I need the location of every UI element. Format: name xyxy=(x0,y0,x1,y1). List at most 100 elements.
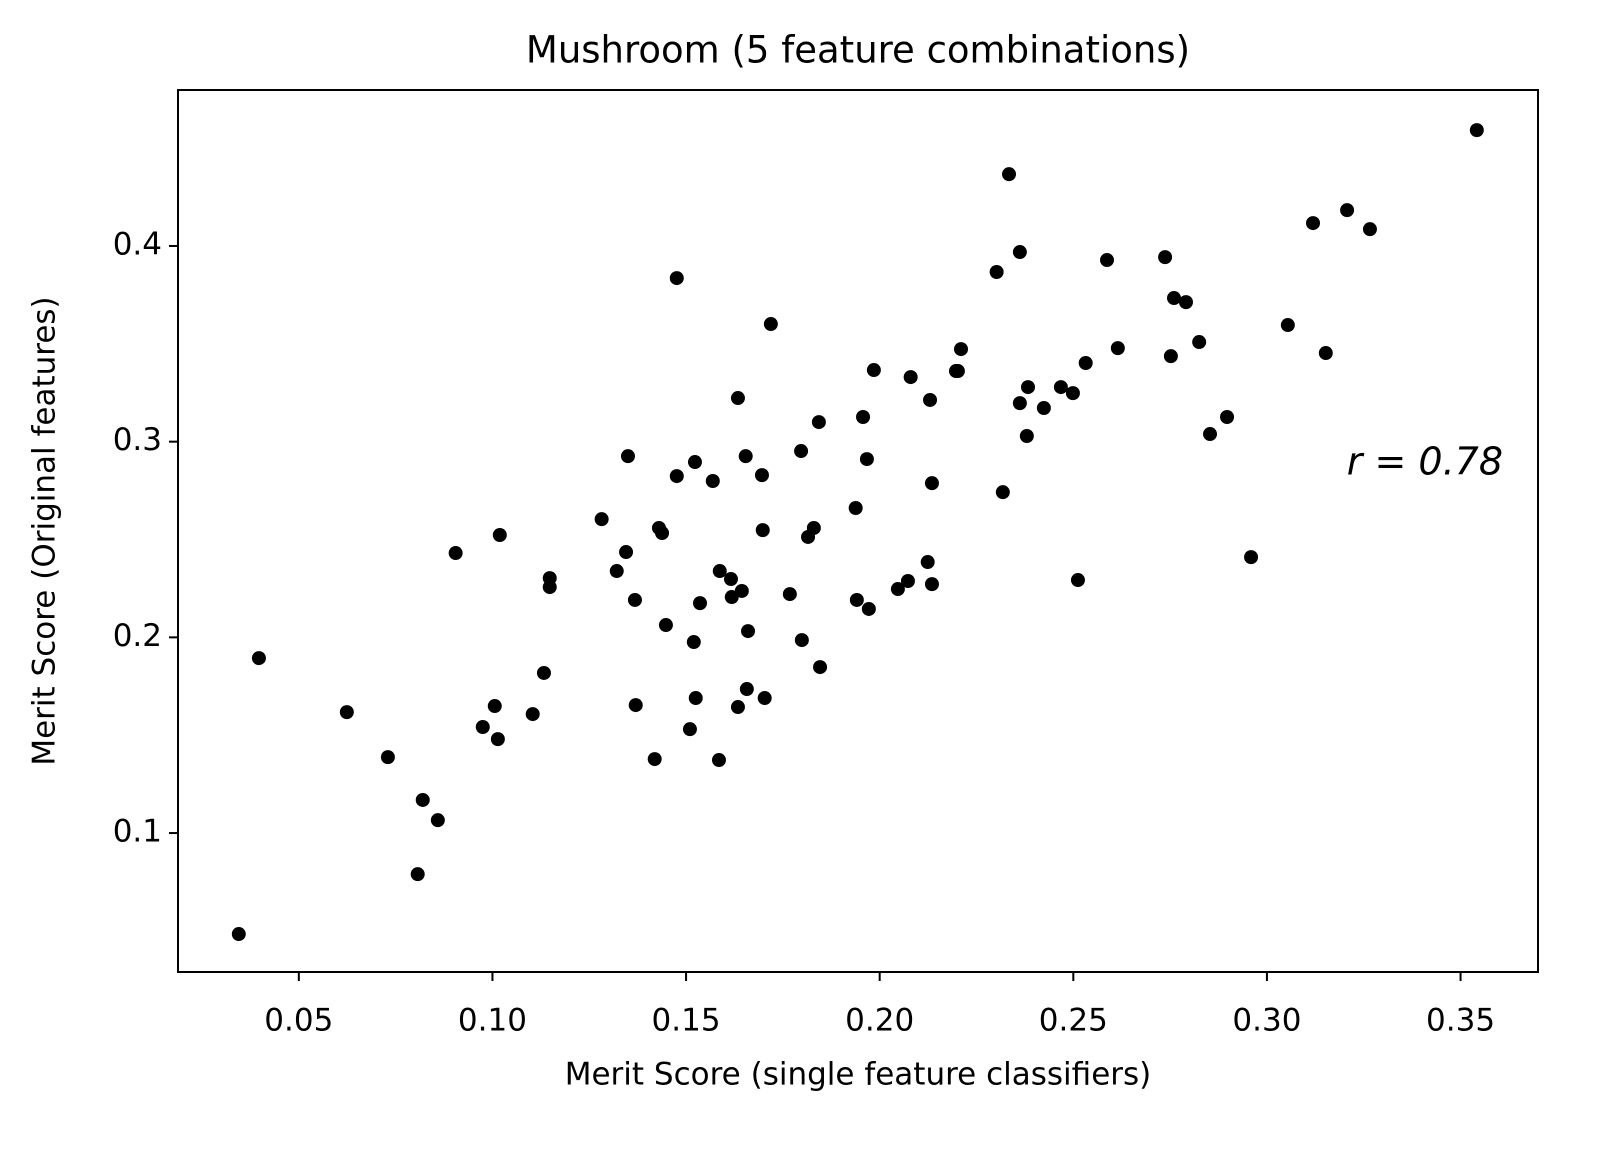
plot-frame xyxy=(177,89,1539,973)
point xyxy=(1012,396,1027,411)
point xyxy=(380,750,395,765)
point xyxy=(1110,341,1125,356)
point xyxy=(1065,386,1080,401)
point xyxy=(1220,410,1235,425)
point xyxy=(741,624,756,639)
point xyxy=(620,449,635,464)
point xyxy=(924,577,939,592)
point xyxy=(619,545,634,560)
point xyxy=(686,635,701,650)
point xyxy=(954,342,969,357)
y-axis-label: Merit Score (Original features) xyxy=(27,296,63,765)
point xyxy=(738,449,753,464)
annotation: r = 0.78 xyxy=(1347,440,1503,484)
point xyxy=(890,582,905,597)
point xyxy=(1036,401,1051,416)
x-axis-label: Merit Score (single feature classifiers) xyxy=(565,1057,1152,1093)
point xyxy=(609,564,624,579)
point xyxy=(712,564,727,579)
y-tick-label: 0.4 xyxy=(113,226,162,262)
point xyxy=(755,523,770,538)
point xyxy=(1340,203,1355,218)
point xyxy=(920,555,935,570)
point xyxy=(682,722,697,737)
point xyxy=(848,501,863,516)
x-tick-label: 0.05 xyxy=(264,1003,333,1039)
point xyxy=(1244,550,1259,565)
point xyxy=(693,596,708,611)
point xyxy=(594,512,609,527)
point xyxy=(754,468,769,483)
point xyxy=(1078,355,1093,370)
point xyxy=(490,732,505,747)
point xyxy=(669,469,684,484)
x-tick-label: 0.20 xyxy=(845,1003,914,1039)
point xyxy=(487,699,502,714)
point xyxy=(1070,573,1085,588)
point xyxy=(924,476,939,491)
x-tick-label: 0.25 xyxy=(1039,1003,1108,1039)
point xyxy=(763,317,778,332)
point xyxy=(231,927,246,942)
point xyxy=(950,364,965,379)
point xyxy=(903,370,918,385)
point xyxy=(856,410,871,425)
point xyxy=(658,618,673,633)
point xyxy=(794,444,809,459)
point xyxy=(794,633,809,648)
point xyxy=(1306,216,1321,231)
point xyxy=(415,792,430,807)
point xyxy=(757,691,772,706)
point xyxy=(1318,346,1333,361)
point xyxy=(859,452,874,467)
point xyxy=(448,546,463,561)
point xyxy=(711,753,726,768)
point xyxy=(542,580,557,595)
point xyxy=(1192,335,1207,350)
point xyxy=(730,700,745,715)
point xyxy=(1053,380,1068,395)
point xyxy=(811,415,826,430)
point xyxy=(1280,318,1295,333)
point xyxy=(723,572,738,587)
point xyxy=(647,752,662,767)
point xyxy=(525,707,540,722)
x-tick-label: 0.35 xyxy=(1426,1003,1495,1039)
point xyxy=(628,698,643,713)
point xyxy=(849,592,864,607)
point xyxy=(866,363,881,378)
point xyxy=(688,691,703,706)
point xyxy=(430,813,445,828)
point xyxy=(782,587,797,602)
point xyxy=(734,583,749,598)
x-tick-label: 0.10 xyxy=(458,1003,527,1039)
y-tick-label: 0.3 xyxy=(113,422,162,458)
point xyxy=(1099,253,1114,268)
point xyxy=(339,705,354,720)
point xyxy=(705,473,720,488)
chart-title: Mushroom (5 feature combinations) xyxy=(526,29,1190,72)
y-tick-label: 0.1 xyxy=(113,814,162,850)
point xyxy=(1166,291,1181,306)
point xyxy=(923,392,938,407)
point xyxy=(669,271,684,286)
point xyxy=(1163,349,1178,364)
point xyxy=(861,601,876,616)
point xyxy=(1203,427,1218,442)
y-tick-label: 0.2 xyxy=(113,618,162,654)
x-tick-label: 0.30 xyxy=(1232,1003,1301,1039)
point xyxy=(1158,250,1173,265)
point xyxy=(724,590,739,605)
x-tick-label: 0.15 xyxy=(652,1003,721,1039)
point xyxy=(1021,380,1035,395)
point xyxy=(1362,222,1377,237)
point xyxy=(1019,428,1034,443)
point xyxy=(1178,295,1193,310)
point xyxy=(1002,167,1017,182)
point xyxy=(1012,245,1027,260)
point xyxy=(813,660,828,675)
point xyxy=(1469,123,1484,138)
point xyxy=(655,526,670,541)
point xyxy=(730,391,745,406)
